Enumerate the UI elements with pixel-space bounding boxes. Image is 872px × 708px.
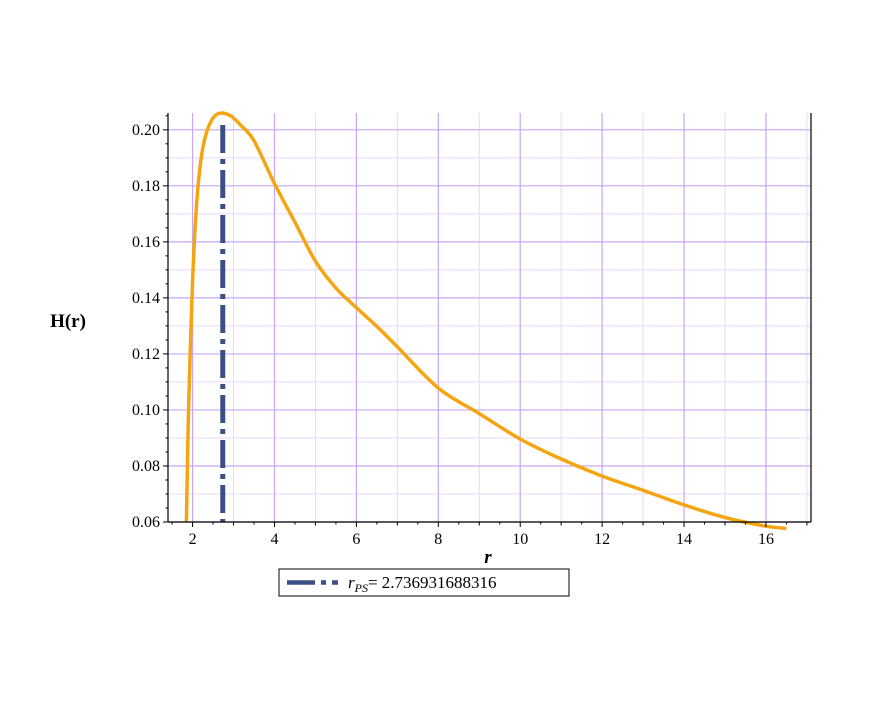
legend: rPS= 2.736931688316 xyxy=(278,568,570,597)
y-tick-label: 0.12 xyxy=(132,346,160,363)
legend-label-value: = 2.736931688316 xyxy=(368,573,497,592)
minor-grid xyxy=(168,113,811,522)
y-tick-label: 0.16 xyxy=(132,234,160,251)
x-ticks: 2 4 6 8 10 12 14 16 xyxy=(171,522,808,548)
x-tick-label: 10 xyxy=(512,531,528,548)
y-axis-label: H(r) xyxy=(50,311,86,332)
y-tick-label: 0.20 xyxy=(132,122,160,139)
major-grid xyxy=(168,113,811,523)
y-tick-label: 0.10 xyxy=(132,402,160,419)
y-ticks: 0.06 0.08 0.10 0.12 0.14 0.16 0.18 0.20 xyxy=(132,115,168,531)
x-tick-label: 8 xyxy=(434,531,442,548)
y-tick-label: 0.06 xyxy=(132,514,160,531)
x-tick-label: 2 xyxy=(189,531,197,548)
axes xyxy=(167,113,812,523)
legend-label-subscript: PS xyxy=(354,581,368,595)
x-tick-label: 6 xyxy=(352,531,360,548)
legend-label-main: r xyxy=(348,573,355,592)
series-line-H xyxy=(184,111,787,531)
x-tick-label: 12 xyxy=(594,531,610,548)
curve-layer xyxy=(184,111,787,531)
y-tick-label: 0.08 xyxy=(132,458,160,475)
legend-label: rPS= 2.736931688316 xyxy=(348,573,497,595)
legend-box xyxy=(278,568,570,597)
x-tick-label: 4 xyxy=(270,531,278,548)
x-axis-label: r xyxy=(484,547,492,568)
y-tick-label: 0.18 xyxy=(132,178,160,195)
x-tick-label: 16 xyxy=(758,531,774,548)
x-tick-label: 14 xyxy=(676,531,692,548)
y-tick-label: 0.14 xyxy=(132,290,160,307)
